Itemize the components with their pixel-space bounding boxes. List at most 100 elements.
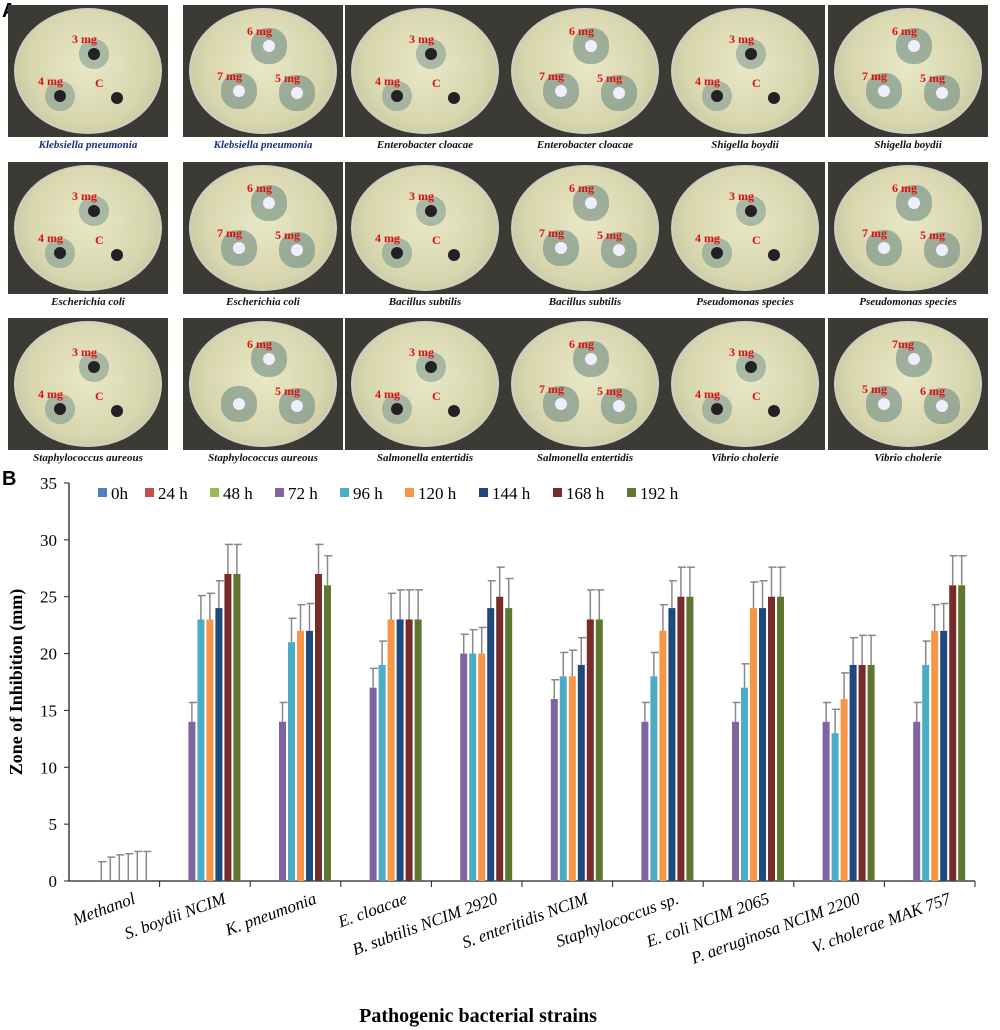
- inhibition-well: [936, 400, 948, 412]
- legend-label: 72 h: [288, 484, 318, 503]
- inhibition-well: [878, 242, 890, 254]
- bar: [188, 721, 196, 881]
- legend-label: 24 h: [158, 484, 188, 503]
- bar: [741, 687, 748, 881]
- well-label: 3 mg: [729, 345, 754, 359]
- bar: [559, 676, 567, 881]
- bar: [768, 596, 775, 881]
- petri-plate: 6 mg 5 mg Staphylococcus aureous: [183, 318, 343, 468]
- agar-dish: 3 mg 4 mg C: [14, 8, 162, 134]
- legend-swatch: [627, 488, 636, 497]
- inhibition-well: [111, 249, 123, 261]
- well-label: 6 mg: [247, 24, 272, 38]
- well-label: 7 mg: [539, 226, 564, 240]
- inhibition-well: [711, 90, 723, 102]
- plate-photo: 6 mg 7 mg 5 mg: [828, 162, 988, 294]
- bar: [641, 721, 649, 881]
- inhibition-well: [613, 400, 625, 412]
- bar: [324, 585, 331, 881]
- bar: [595, 619, 603, 881]
- x-tick-label: P. aeruginosa NCIM 2200: [688, 889, 863, 968]
- well-label: 6 mg: [247, 181, 272, 195]
- inhibition-well: [425, 48, 437, 60]
- petri-plate: 7mg 5 mg 6 mg Vibrio cholerie: [828, 318, 988, 468]
- inhibition-well: [745, 205, 757, 217]
- bar: [197, 619, 205, 881]
- inhibition-well: [768, 249, 780, 261]
- agar-dish: 3 mg 4 mg C: [671, 165, 819, 291]
- bar: [279, 721, 286, 881]
- plate-photo: 3 mg 4 mg C: [665, 5, 825, 137]
- petri-plate: 6 mg 7 mg 5 mg Escherichia coli: [183, 162, 343, 312]
- bar: [931, 630, 939, 881]
- inhibition-well: [448, 92, 460, 104]
- inhibition-well: [555, 85, 567, 97]
- inhibition-well: [291, 244, 303, 256]
- plate-caption: Klebsiella pneumonia: [213, 139, 313, 151]
- well-label: 3 mg: [72, 32, 97, 46]
- well-label: 4 mg: [695, 74, 720, 88]
- plate-photo: 3 mg 4 mg C: [8, 318, 168, 450]
- legend-swatch: [405, 488, 414, 497]
- plate-caption: Enterobacter cloacae: [536, 139, 634, 151]
- bar: [677, 596, 685, 881]
- inhibition-well: [878, 85, 890, 97]
- well-label: C: [432, 233, 441, 247]
- well-label: 7 mg: [539, 69, 564, 83]
- well-label: 3 mg: [409, 189, 434, 203]
- y-tick-label: 30: [40, 531, 57, 550]
- bar: [414, 619, 422, 881]
- well-label: 3 mg: [409, 32, 434, 46]
- inhibition-well: [425, 361, 437, 373]
- bar: [777, 596, 784, 881]
- y-tick-label: 25: [40, 588, 57, 607]
- agar-dish: 6 mg 7 mg 5 mg: [189, 165, 337, 291]
- plate-photo: 3 mg 4 mg C: [665, 318, 825, 450]
- plate-caption: Escherichia coli: [226, 296, 300, 308]
- legend-label: 120 h: [418, 484, 457, 503]
- agar-dish: 3 mg 4 mg C: [14, 165, 162, 291]
- inhibition-well: [391, 247, 403, 259]
- y-tick-label: 35: [40, 474, 57, 493]
- inhibition-well: [555, 398, 567, 410]
- well-label: C: [95, 389, 104, 403]
- plate-photo: 3 mg 4 mg C: [345, 162, 505, 294]
- plate-caption: Vibrio cholerie: [711, 452, 779, 464]
- bar: [233, 573, 241, 881]
- x-tick-label: Methanol: [69, 889, 138, 930]
- plate-caption: Bacillus subtilis: [548, 296, 622, 308]
- petri-plate: 3 mg 4 mg C Salmonella entertidis: [345, 318, 505, 468]
- well-label: 3 mg: [729, 32, 754, 46]
- y-tick-label: 5: [49, 815, 58, 834]
- well-label: 5 mg: [597, 384, 622, 398]
- plate-caption: Shigella boydii: [711, 139, 779, 151]
- legend-swatch: [340, 488, 349, 497]
- bar: [550, 699, 558, 881]
- well-label: C: [95, 76, 104, 90]
- inhibition-well: [711, 403, 723, 415]
- agar-dish: 3 mg 4 mg C: [351, 321, 499, 447]
- x-tick-label: S. boydii NCIM: [122, 889, 229, 943]
- petri-plate: 3 mg 4 mg C Shigella boydii: [665, 5, 825, 155]
- agar-dish: 6 mg 7 mg 5 mg: [834, 8, 982, 134]
- y-tick-label: 20: [40, 645, 57, 664]
- plate-photo: 3 mg 4 mg C: [8, 5, 168, 137]
- well-label: 7 mg: [217, 69, 242, 83]
- well-label: 7 mg: [539, 382, 564, 396]
- bar: [215, 608, 223, 881]
- agar-dish: 6 mg 7 mg 5 mg: [189, 8, 337, 134]
- petri-plate: 3 mg 4 mg C Bacillus subtilis: [345, 162, 505, 312]
- inhibition-well: [233, 85, 245, 97]
- petri-plate: 3 mg 4 mg C Enterobacter cloacae: [345, 5, 505, 155]
- well-label: 4 mg: [375, 387, 400, 401]
- bar: [478, 653, 486, 881]
- plate-caption: Salmonella entertidis: [376, 452, 474, 464]
- well-label: 5 mg: [275, 384, 300, 398]
- inhibition-well: [908, 197, 920, 209]
- petri-plate: 6 mg 7 mg 5 mg Klebsiella pneumonia: [183, 5, 343, 155]
- plate-caption: Bacillus subtilis: [388, 296, 462, 308]
- well-label: 4 mg: [38, 74, 63, 88]
- petri-plate: 6 mg 7 mg 5 mg Salmonella entertidis: [505, 318, 665, 468]
- bar: [315, 573, 322, 881]
